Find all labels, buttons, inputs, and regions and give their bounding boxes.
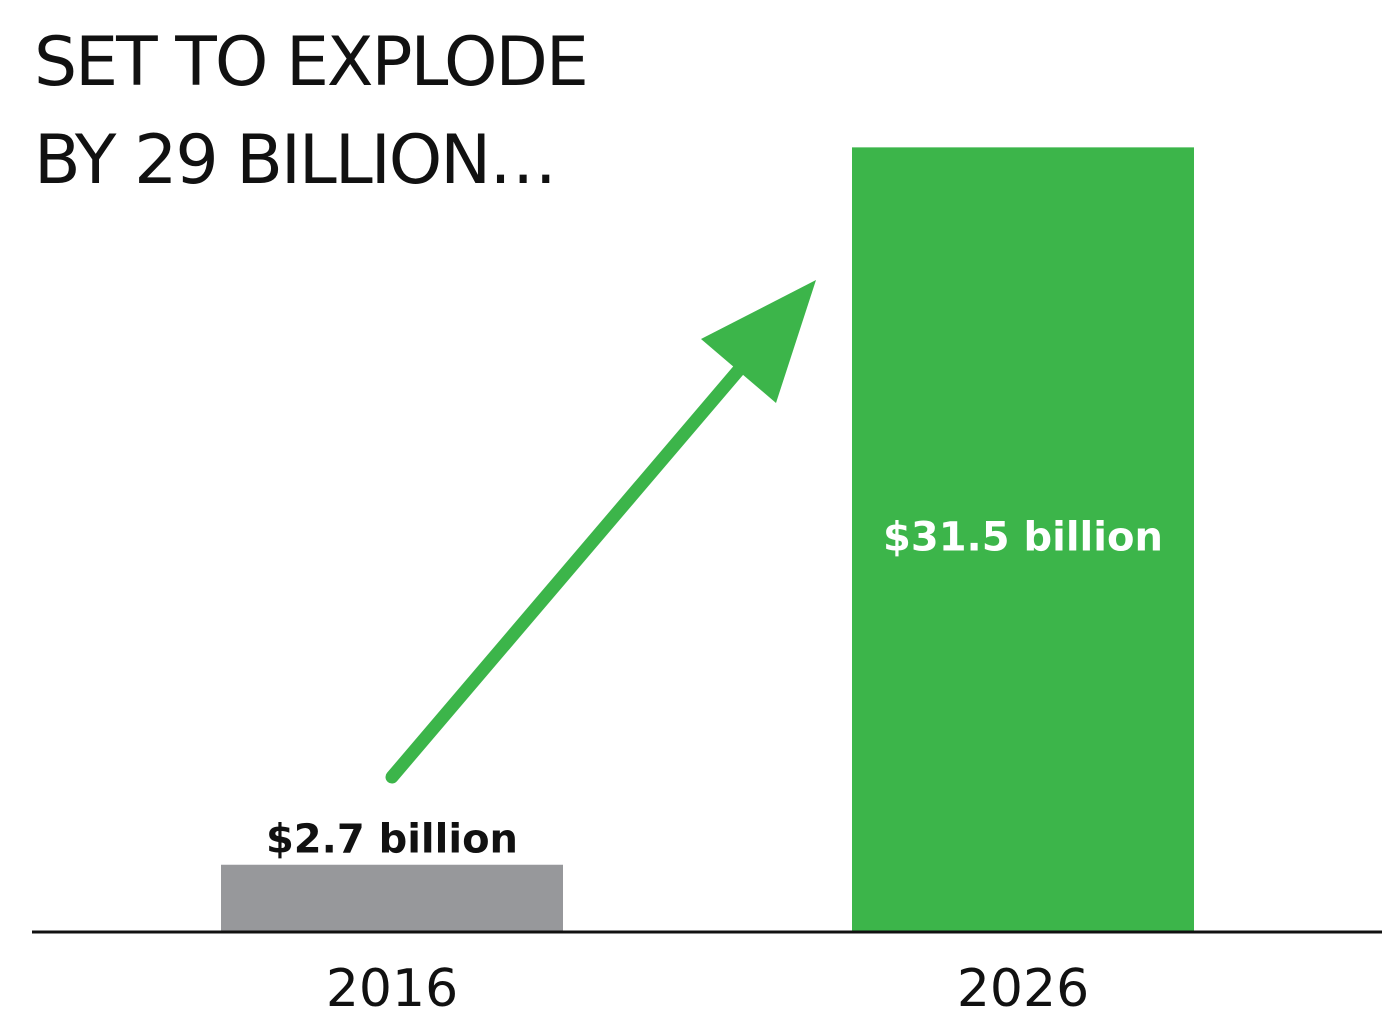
x-tick-label-2016: 2016 bbox=[326, 959, 458, 1019]
data-label-2016: $2.7 billion bbox=[266, 817, 518, 863]
chart-title-line-1: SET TO EXPLODE bbox=[34, 23, 589, 102]
chart-title-line-2: BY 29 BILLION… bbox=[34, 121, 557, 200]
arrow-head bbox=[701, 280, 816, 403]
data-label-2026: $31.5 billion bbox=[883, 515, 1163, 561]
bar-2026 bbox=[852, 147, 1194, 932]
chart-title: SET TO EXPLODE BY 29 BILLION… bbox=[34, 14, 589, 210]
x-tick-label-2026: 2026 bbox=[957, 959, 1089, 1019]
bar-2016 bbox=[221, 864, 563, 932]
bars-layer bbox=[221, 147, 1194, 932]
labels-layer: $2.7 billion 2016 $31.5 billion 2026 bbox=[266, 515, 1163, 1019]
growth-arrow-icon bbox=[385, 280, 816, 784]
arrow-shaft bbox=[385, 338, 767, 784]
